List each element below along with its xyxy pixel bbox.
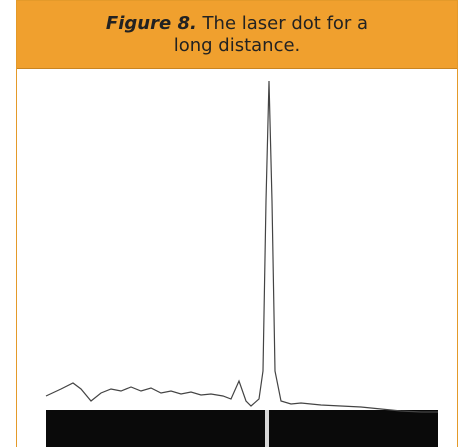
figure-caption: Figure 8. The laser dot for a long dista… — [102, 13, 372, 57]
laser-strip — [46, 410, 438, 447]
figure-label: Figure 8. — [105, 12, 197, 34]
intensity-profile — [45, 80, 438, 413]
figure-header: Figure 8. The laser dot for a long dista… — [17, 1, 457, 69]
caption-text: The laser dot for a long distance. — [173, 12, 369, 56]
laser-dot — [265, 410, 269, 447]
figure-frame: Figure 8. The laser dot for a long dista… — [16, 0, 458, 447]
figure-image — [45, 80, 438, 447]
